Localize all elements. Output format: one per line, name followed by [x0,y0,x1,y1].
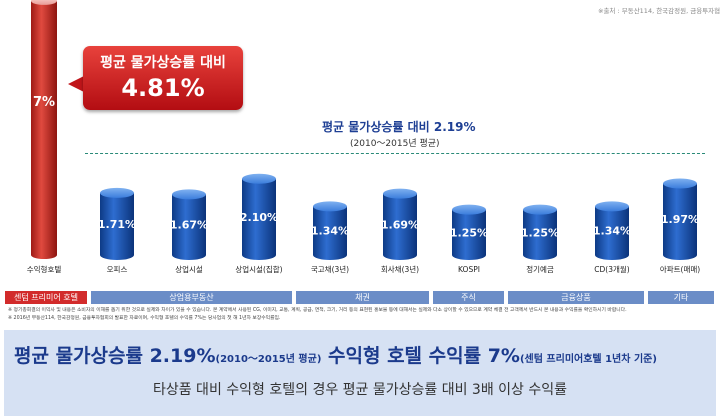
bar-5: 1.34% 국고채(3년) [311,201,349,274]
bar-value-label: 1.97% [661,213,699,226]
bar-body [595,206,629,255]
average-line-period: (2010～2015년 평균) [350,139,440,149]
bar-base [663,250,697,260]
bar-value-label: 1.67% [170,219,208,232]
bar-body [452,209,486,255]
summary-inflation-period: (2010～2015년 평균) [215,354,322,365]
bar-4: 2.10% 상업시설(집합) [235,173,283,274]
bar-6: 1.69% 회사채(3년) [381,188,419,274]
bar-base [523,250,557,260]
x-tick-label: 상업시설(집합) [235,264,282,274]
group-label-commercial-realestate: 상업용부동산 [91,291,292,304]
bar-2: 1.71% 오피스 [98,187,136,274]
bar-8: 1.25% 정기예금 [521,204,559,274]
bar-base [595,250,629,260]
bar-3: 1.67% 상업시설 [170,189,208,274]
bar-top [313,201,347,212]
x-tick-label: 오피스 [107,265,128,274]
x-tick-label: 상업시설 [175,264,203,274]
bar-base [383,250,417,260]
bar-top [172,189,206,200]
callout-label: 평균 물가상승률 대비 [100,55,226,71]
bar-value-label: 7% [33,95,55,110]
bar-body [100,192,134,255]
bar-value-label: 1.25% [521,226,559,239]
group-label-other: 기타 [648,291,714,304]
group-label-hotel: 센텀 프리미어 호텔 [5,291,87,304]
bar-body [383,193,417,255]
group-label-stock: 주식 [433,291,504,304]
x-tick-label: 국고채(3년) [311,264,349,274]
bar-value-label: 1.25% [450,226,488,239]
summary-headline: 평균 물가상승률 2.19%(2010～2015년 평균) 수익형 호텔 수익률… [14,341,657,368]
bar-value-label: 1.71% [98,218,136,231]
bar-body [523,209,557,255]
x-tick-label: CD(3개월) [594,264,630,274]
bar-top [31,0,57,5]
x-tick-label: 수익형호텔 [27,264,62,274]
bar-body [31,0,57,256]
x-tick-label: KOSPI [458,265,480,274]
bar-value-label: 1.34% [311,225,349,238]
x-tick-label: 아파트(매매) [660,264,700,274]
average-inflation-line [85,153,705,154]
bar-top [242,173,276,184]
bar-top [383,188,417,199]
summary-inflation: 평균 물가상승률 2.19% [14,345,216,367]
average-line-label: 평균 물가상승률 대비 2.19% [322,120,476,134]
footnote-1: ※ 정기총회결의 이익사 및 내용은 소비자의 이해를 돕기 위한 것으로 실제… [8,308,627,313]
bar-body [242,178,276,255]
source-note: ※출처 : 부동산114, 한국감정원, 금융투자협회 [598,7,720,15]
bar-body [663,183,697,255]
bar-base [313,250,347,260]
summary-subline: 타상품 대비 수익형 호텔의 경우 평균 물가상승률 대비 3배 이상 수익률 [152,382,568,398]
group-label-bond: 채권 [296,291,429,304]
group-label-financial-product: 금융상품 [508,291,644,304]
bar-top [100,187,134,198]
x-tick-label: 회사채(3년) [381,264,419,274]
bar-top [663,178,697,189]
bar-base [172,250,206,260]
return-bar-chart: 7% 수익형호텔 1.71% 오피스 1.67% 상업시설 2.10% 상업시설(집합) 1.3… [27,0,700,274]
bar-base [452,250,486,260]
footnotes: ※ 정기총회결의 이익사 및 내용은 소비자의 이해를 돕기 위한 것으로 실제… [8,307,712,322]
callout-pointer [68,76,84,92]
bar-7: 1.25% KOSPI [450,204,488,274]
bar-body [313,206,347,255]
summary-hotel-basis: (센텀 프리미어호텔 1년차 기준) [519,354,657,365]
bar-value-label: 2.10% [240,211,278,224]
bar-value-label: 1.69% [381,218,419,231]
bar-base [100,250,134,260]
summary-hotel-return: 수익형 호텔 수익률 7% [321,345,520,367]
bar-value-label: 1.34% [593,225,631,238]
bar-1: 7% 수익형호텔 [27,0,62,274]
callout-value: 4.81% [121,74,205,102]
footnote-2: ※ 2016년 부동산114, 한국감정원, 금융투자협회의 발표한 자료이며,… [8,315,281,321]
bar-base [242,250,276,260]
bar-top [452,204,486,215]
bar-10: 1.97% 아파트(매매) [660,178,700,274]
bar-9: 1.34% CD(3개월) [593,201,631,274]
bar-top [595,201,629,212]
bar-base [31,251,57,259]
x-tick-label: 정기예금 [526,264,554,274]
bar-top [523,204,557,215]
inflation-comparison-callout: 평균 물가상승률 대비 4.81% [83,46,243,110]
summary-panel [4,330,716,416]
bar-body [172,194,206,255]
